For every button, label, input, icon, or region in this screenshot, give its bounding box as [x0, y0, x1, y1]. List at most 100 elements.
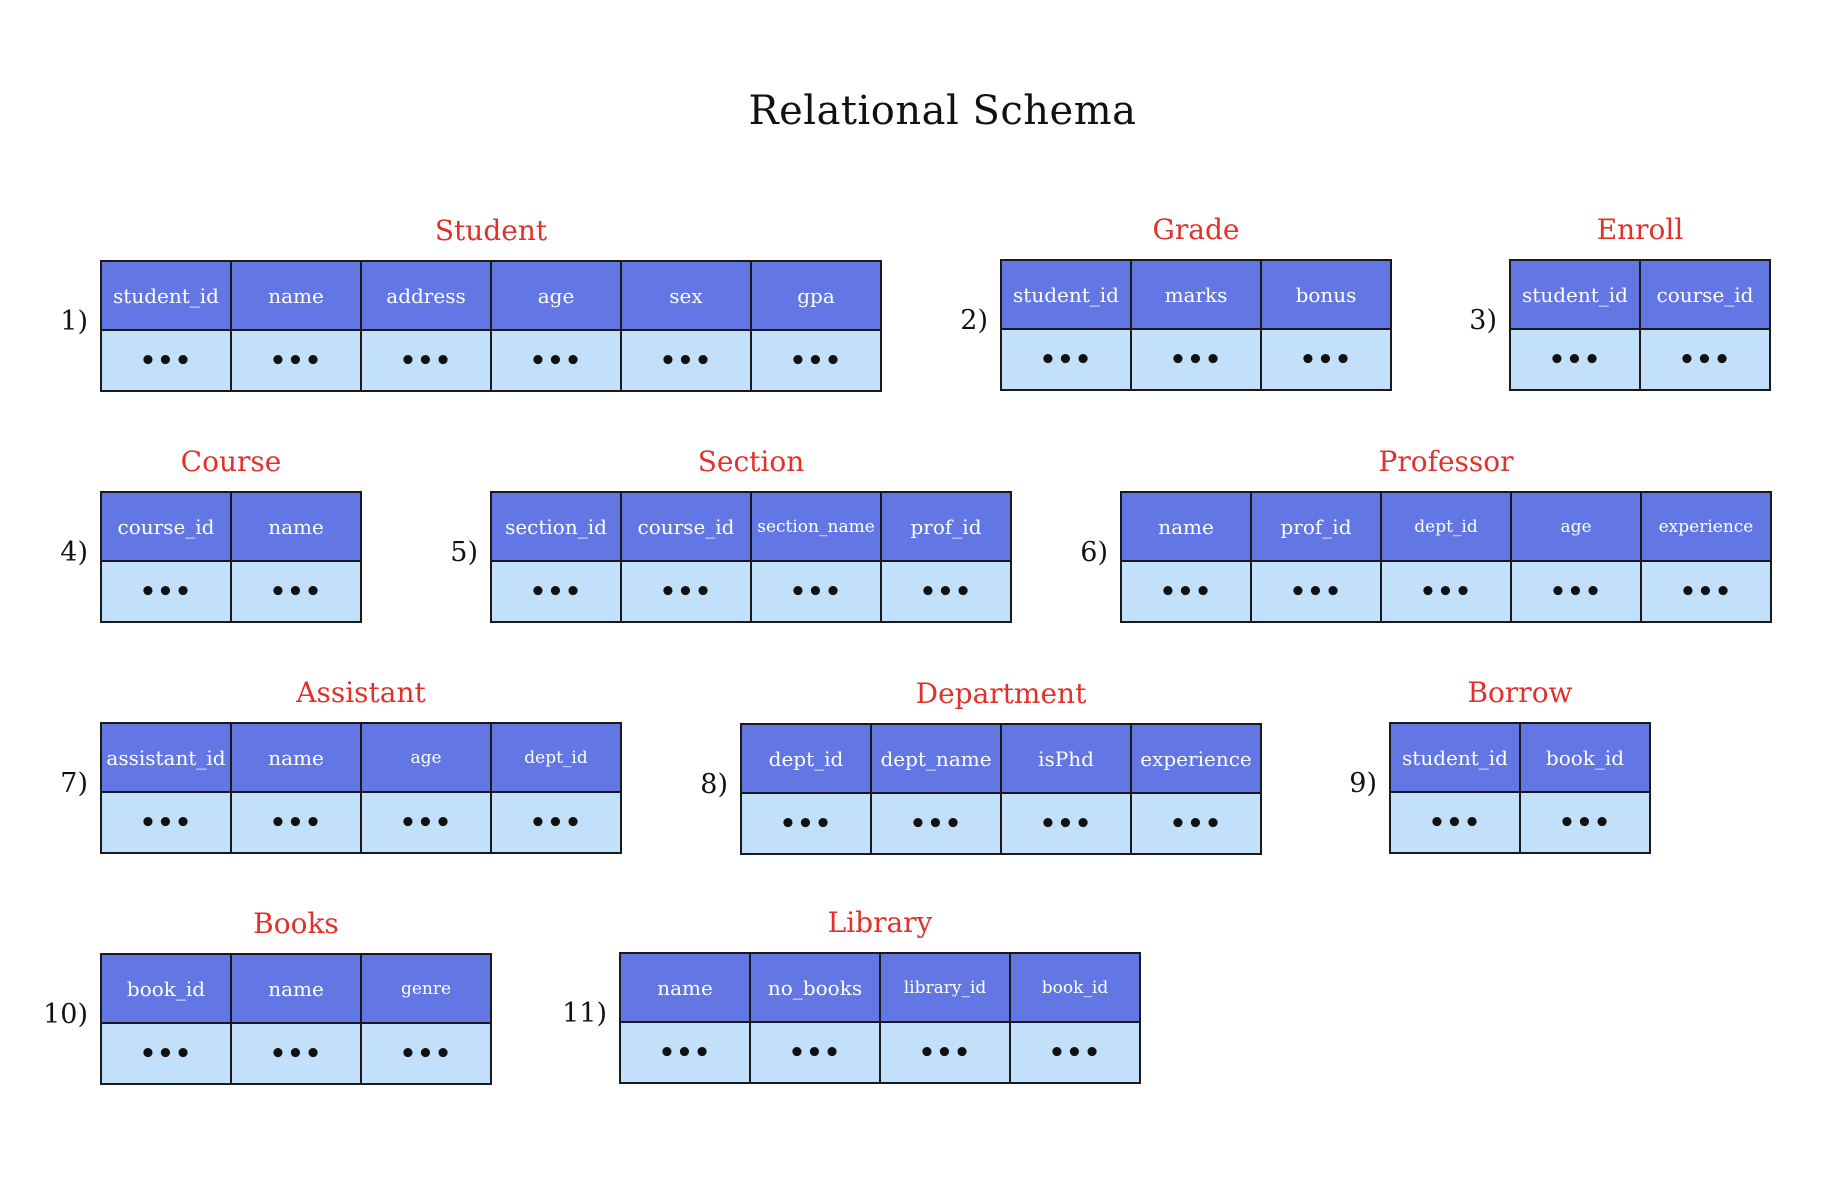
table-column: section_id •••	[492, 491, 622, 623]
placeholder-cell: •••	[102, 1024, 230, 1083]
schema-title: Professor	[1378, 445, 1514, 478]
column-header: age	[492, 262, 620, 331]
table-column: section_name •••	[752, 491, 882, 623]
table-column: student_id •••	[1391, 722, 1521, 854]
table-column: student_id •••	[1002, 259, 1132, 391]
placeholder-cell: •••	[1262, 330, 1390, 389]
schema-department: Department 8) dept_id ••• dept_name ••• isPhd •…	[700, 677, 1262, 855]
placeholder-cell: •••	[1642, 562, 1770, 621]
placeholder-cell: •••	[492, 562, 620, 621]
table-column: name •••	[232, 953, 362, 1085]
column-header: prof_id	[1252, 493, 1380, 562]
column-header: age	[1512, 493, 1640, 562]
schema-enroll: Enroll 3) student_id ••• course_id •••	[1469, 213, 1771, 391]
schema-number: 5)	[450, 537, 478, 568]
schema-number: 4)	[60, 537, 88, 568]
schema-number: 2)	[960, 305, 988, 336]
placeholder-cell: •••	[1511, 330, 1639, 389]
placeholder-cell: •••	[1122, 562, 1250, 621]
placeholder-cell: •••	[1641, 330, 1769, 389]
schema-table: student_id ••• name ••• address ••• age ••• sex •…	[100, 260, 882, 392]
placeholder-cell: •••	[751, 1023, 879, 1082]
table-column: course_id •••	[622, 491, 752, 623]
table-column: gpa •••	[752, 260, 882, 392]
schema-number: 11)	[562, 998, 607, 1029]
placeholder-cell: •••	[102, 793, 230, 852]
placeholder-cell: •••	[1132, 330, 1260, 389]
placeholder-cell: •••	[622, 331, 750, 390]
schema-table: section_id ••• course_id ••• section_name •••…	[490, 491, 1012, 623]
column-header: name	[232, 493, 360, 562]
column-header: name	[1122, 493, 1250, 562]
table-column: bonus •••	[1262, 259, 1392, 391]
table-column: course_id •••	[1641, 259, 1771, 391]
placeholder-cell: •••	[1011, 1023, 1139, 1082]
table-column: dept_id •••	[492, 722, 622, 854]
schema-section: Section 5) section_id ••• course_id ••• sectio…	[450, 445, 1012, 623]
schema-title: Library	[827, 906, 933, 939]
placeholder-cell: •••	[742, 794, 870, 853]
placeholder-cell: •••	[621, 1023, 749, 1082]
schema-borrow: Borrow 9) student_id ••• book_id •••	[1349, 676, 1651, 854]
schema-student: Student 1) student_id ••• name ••• address ••• a…	[60, 214, 882, 392]
placeholder-cell: •••	[1512, 562, 1640, 621]
column-header: gpa	[752, 262, 880, 331]
column-header: isPhd	[1002, 725, 1130, 794]
schema-number: 1)	[60, 306, 88, 337]
column-header: assistant_id	[102, 724, 230, 793]
table-column: age •••	[1512, 491, 1642, 623]
column-header: age	[362, 724, 490, 793]
placeholder-cell: •••	[1391, 793, 1519, 852]
table-column: book_id •••	[1521, 722, 1651, 854]
table-column: no_books •••	[751, 952, 881, 1084]
schema-grade: Grade 2) student_id ••• marks ••• bonus •••	[960, 213, 1392, 391]
placeholder-cell: •••	[102, 331, 230, 390]
column-header: dept_id	[1382, 493, 1510, 562]
table-column: name •••	[232, 491, 362, 623]
column-header: student_id	[1002, 261, 1130, 330]
placeholder-cell: •••	[882, 562, 1010, 621]
placeholder-cell: •••	[752, 562, 880, 621]
table-column: book_id •••	[1011, 952, 1141, 1084]
table-column: prof_id •••	[1252, 491, 1382, 623]
column-header: course_id	[102, 493, 230, 562]
table-column: experience •••	[1642, 491, 1772, 623]
column-header: experience	[1642, 493, 1770, 562]
table-column: address •••	[362, 260, 492, 392]
column-header: course_id	[622, 493, 750, 562]
placeholder-cell: •••	[362, 793, 490, 852]
column-header: library_id	[881, 954, 1009, 1023]
table-column: name •••	[1122, 491, 1252, 623]
schema-number: 10)	[43, 999, 88, 1030]
placeholder-cell: •••	[492, 793, 620, 852]
column-header: name	[232, 262, 360, 331]
placeholder-cell: •••	[1002, 330, 1130, 389]
table-column: dept_id •••	[1382, 491, 1512, 623]
placeholder-cell: •••	[232, 331, 360, 390]
schema-title: Section	[697, 445, 805, 478]
schema-title: Borrow	[1467, 676, 1573, 709]
placeholder-cell: •••	[1521, 793, 1649, 852]
schema-table: dept_id ••• dept_name ••• isPhd ••• experience…	[740, 723, 1262, 855]
placeholder-cell: •••	[232, 793, 360, 852]
column-header: book_id	[1011, 954, 1139, 1023]
column-header: genre	[362, 955, 490, 1024]
schema-professor: Professor 6) name ••• prof_id ••• dept_id ••• ag…	[1080, 445, 1772, 623]
placeholder-cell: •••	[881, 1023, 1009, 1082]
placeholder-cell: •••	[232, 562, 360, 621]
column-header: no_books	[751, 954, 879, 1023]
placeholder-cell: •••	[1132, 794, 1260, 853]
schema-course: Course 4) course_id ••• name •••	[60, 445, 362, 623]
schema-table: student_id ••• course_id •••	[1509, 259, 1771, 391]
table-column: prof_id •••	[882, 491, 1012, 623]
column-header: sex	[622, 262, 750, 331]
column-header: section_name	[752, 493, 880, 562]
table-column: assistant_id •••	[102, 722, 232, 854]
table-column: student_id •••	[1511, 259, 1641, 391]
column-header: book_id	[1521, 724, 1649, 793]
schema-table: student_id ••• marks ••• bonus •••	[1000, 259, 1392, 391]
column-header: course_id	[1641, 261, 1769, 330]
column-header: bonus	[1262, 261, 1390, 330]
placeholder-cell: •••	[622, 562, 750, 621]
column-header: name	[621, 954, 749, 1023]
